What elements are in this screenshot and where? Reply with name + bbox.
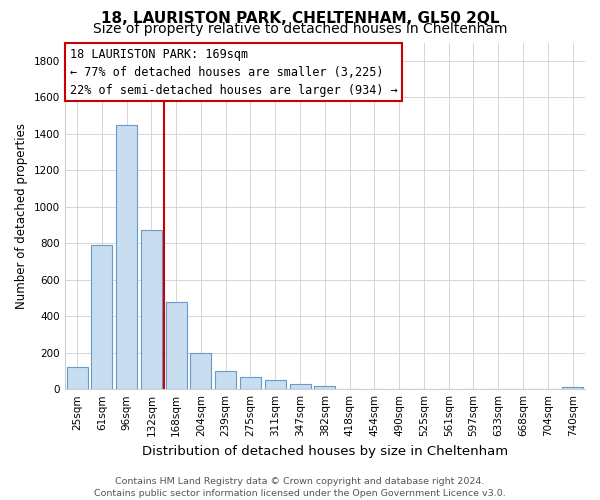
X-axis label: Distribution of detached houses by size in Cheltenham: Distribution of detached houses by size … xyxy=(142,444,508,458)
Text: Contains HM Land Registry data © Crown copyright and database right 2024.
Contai: Contains HM Land Registry data © Crown c… xyxy=(94,476,506,498)
Bar xyxy=(290,384,311,389)
Bar xyxy=(67,368,88,389)
Text: Size of property relative to detached houses in Cheltenham: Size of property relative to detached ho… xyxy=(93,22,507,36)
Text: 18 LAURISTON PARK: 169sqm
← 77% of detached houses are smaller (3,225)
22% of se: 18 LAURISTON PARK: 169sqm ← 77% of detac… xyxy=(70,48,398,96)
Y-axis label: Number of detached properties: Number of detached properties xyxy=(15,123,28,309)
Text: 18, LAURISTON PARK, CHELTENHAM, GL50 2QL: 18, LAURISTON PARK, CHELTENHAM, GL50 2QL xyxy=(101,11,499,26)
Bar xyxy=(240,378,261,389)
Bar xyxy=(166,302,187,389)
Bar xyxy=(91,245,112,389)
Bar xyxy=(265,380,286,389)
Bar xyxy=(116,124,137,389)
Bar xyxy=(314,386,335,389)
Bar xyxy=(190,352,211,389)
Bar xyxy=(141,230,162,389)
Bar xyxy=(562,388,583,389)
Bar xyxy=(215,371,236,389)
